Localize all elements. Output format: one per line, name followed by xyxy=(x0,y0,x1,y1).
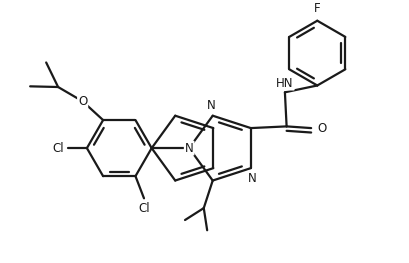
Text: HN: HN xyxy=(276,77,294,90)
Text: N: N xyxy=(185,141,193,155)
Text: O: O xyxy=(78,95,87,108)
Text: Cl: Cl xyxy=(52,141,64,155)
Text: N: N xyxy=(207,99,216,112)
Text: Cl: Cl xyxy=(138,202,150,215)
Text: F: F xyxy=(314,2,321,14)
Text: O: O xyxy=(317,122,326,135)
Text: N: N xyxy=(248,171,257,185)
